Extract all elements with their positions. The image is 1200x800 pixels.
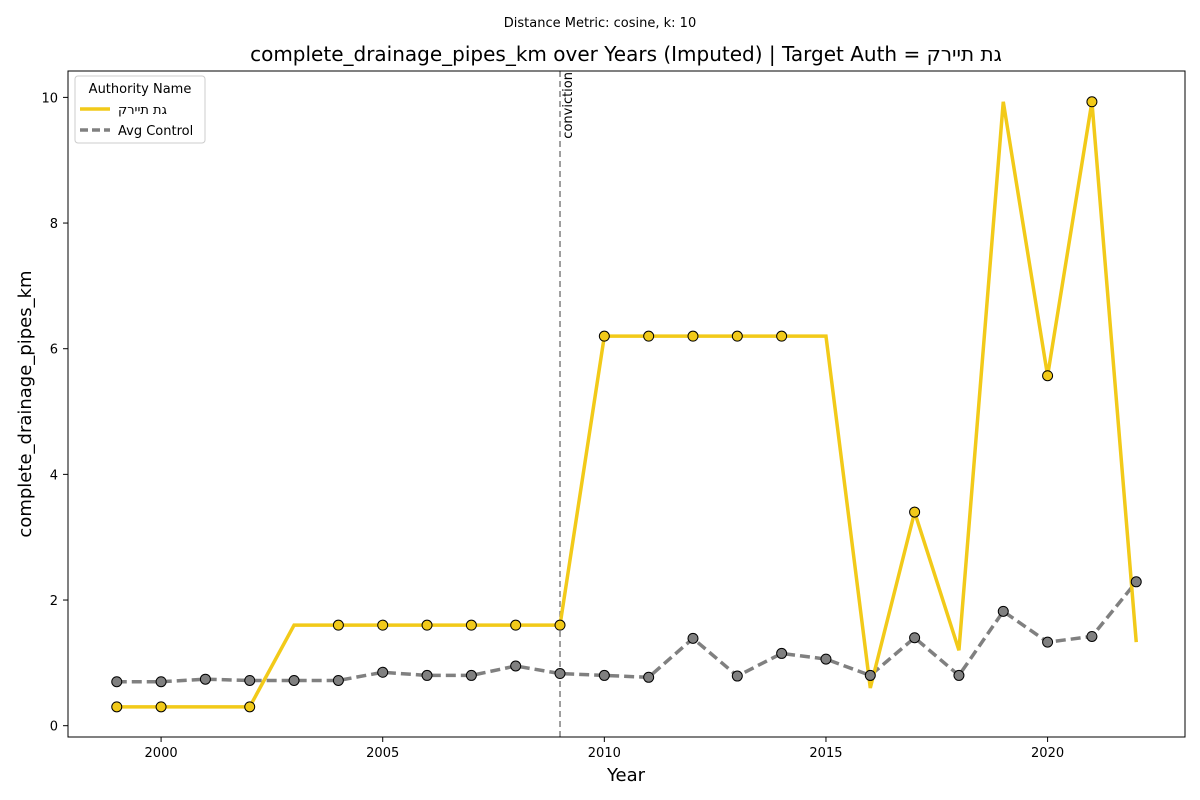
x-tick-label: 2000 — [145, 746, 178, 761]
series-line-control — [116, 580, 1138, 684]
target-point — [1086, 96, 1098, 108]
control-point — [111, 676, 123, 688]
x-tick-label: 2020 — [1031, 746, 1064, 761]
x-axis-label: Year — [606, 765, 646, 786]
target-point — [643, 330, 655, 342]
control-point — [332, 674, 344, 686]
target-point — [244, 701, 256, 713]
target-point — [731, 330, 743, 342]
x-tick-label: 2010 — [588, 746, 621, 761]
control-point — [1130, 576, 1142, 588]
control-point — [820, 653, 832, 665]
control-point — [598, 669, 610, 681]
control-point — [510, 660, 522, 672]
legend: Authority Name גת תיירק Avg Control — [74, 75, 206, 144]
control-point — [155, 676, 167, 688]
control-point — [953, 669, 965, 681]
chart-title: complete_drainage_pipes_km over Years (I… — [250, 42, 1002, 66]
control-point — [288, 674, 300, 686]
control-point — [864, 669, 876, 681]
control-point — [1042, 636, 1054, 648]
y-tick-label: 2 — [50, 594, 58, 609]
y-axis: 0 2 4 6 8 10 — [41, 91, 68, 735]
x-tick-label: 2015 — [809, 746, 842, 761]
y-tick-label: 6 — [50, 343, 58, 358]
target-point — [465, 619, 477, 631]
target-point — [421, 619, 433, 631]
control-point — [199, 673, 211, 685]
legend-label-target: גת תיירק — [118, 103, 167, 118]
legend-box — [74, 75, 206, 144]
target-point — [510, 619, 522, 631]
control-point — [554, 668, 566, 680]
control-point — [643, 671, 655, 683]
target-point — [909, 506, 921, 518]
target-point — [598, 330, 610, 342]
x-tick-label: 2005 — [366, 746, 399, 761]
legend-title: Authority Name — [89, 82, 192, 97]
target-point — [155, 701, 167, 713]
conviction-label: conviction — [561, 72, 576, 139]
x-axis: 2000 2005 2010 2015 2020 — [145, 737, 1064, 761]
control-point — [377, 666, 389, 678]
y-tick-label: 8 — [50, 217, 58, 232]
legend-label-control: Avg Control — [118, 124, 193, 139]
axes-frame — [67, 70, 1186, 738]
control-point — [909, 632, 921, 644]
control-point — [465, 669, 477, 681]
series-line-target — [116, 101, 1138, 709]
control-point — [997, 605, 1009, 617]
control-point — [687, 632, 699, 644]
y-tick-label: 10 — [41, 91, 58, 106]
target-point — [332, 619, 344, 631]
control-point — [1086, 630, 1098, 642]
y-tick-label: 4 — [50, 468, 58, 483]
control-point — [421, 669, 433, 681]
target-point — [111, 701, 123, 713]
y-axis-label: complete_drainage_pipes_km — [15, 270, 36, 537]
target-point — [776, 330, 788, 342]
chart-suptitle: Distance Metric: cosine, k: 10 — [504, 16, 696, 31]
control-point — [731, 670, 743, 682]
target-point — [687, 330, 699, 342]
target-point — [1042, 370, 1054, 382]
control-point — [244, 674, 256, 686]
y-tick-label: 0 — [50, 720, 58, 735]
control-point — [776, 647, 788, 659]
plot-area: conviction — [111, 71, 1142, 737]
target-point — [554, 619, 566, 631]
target-point — [377, 619, 389, 631]
